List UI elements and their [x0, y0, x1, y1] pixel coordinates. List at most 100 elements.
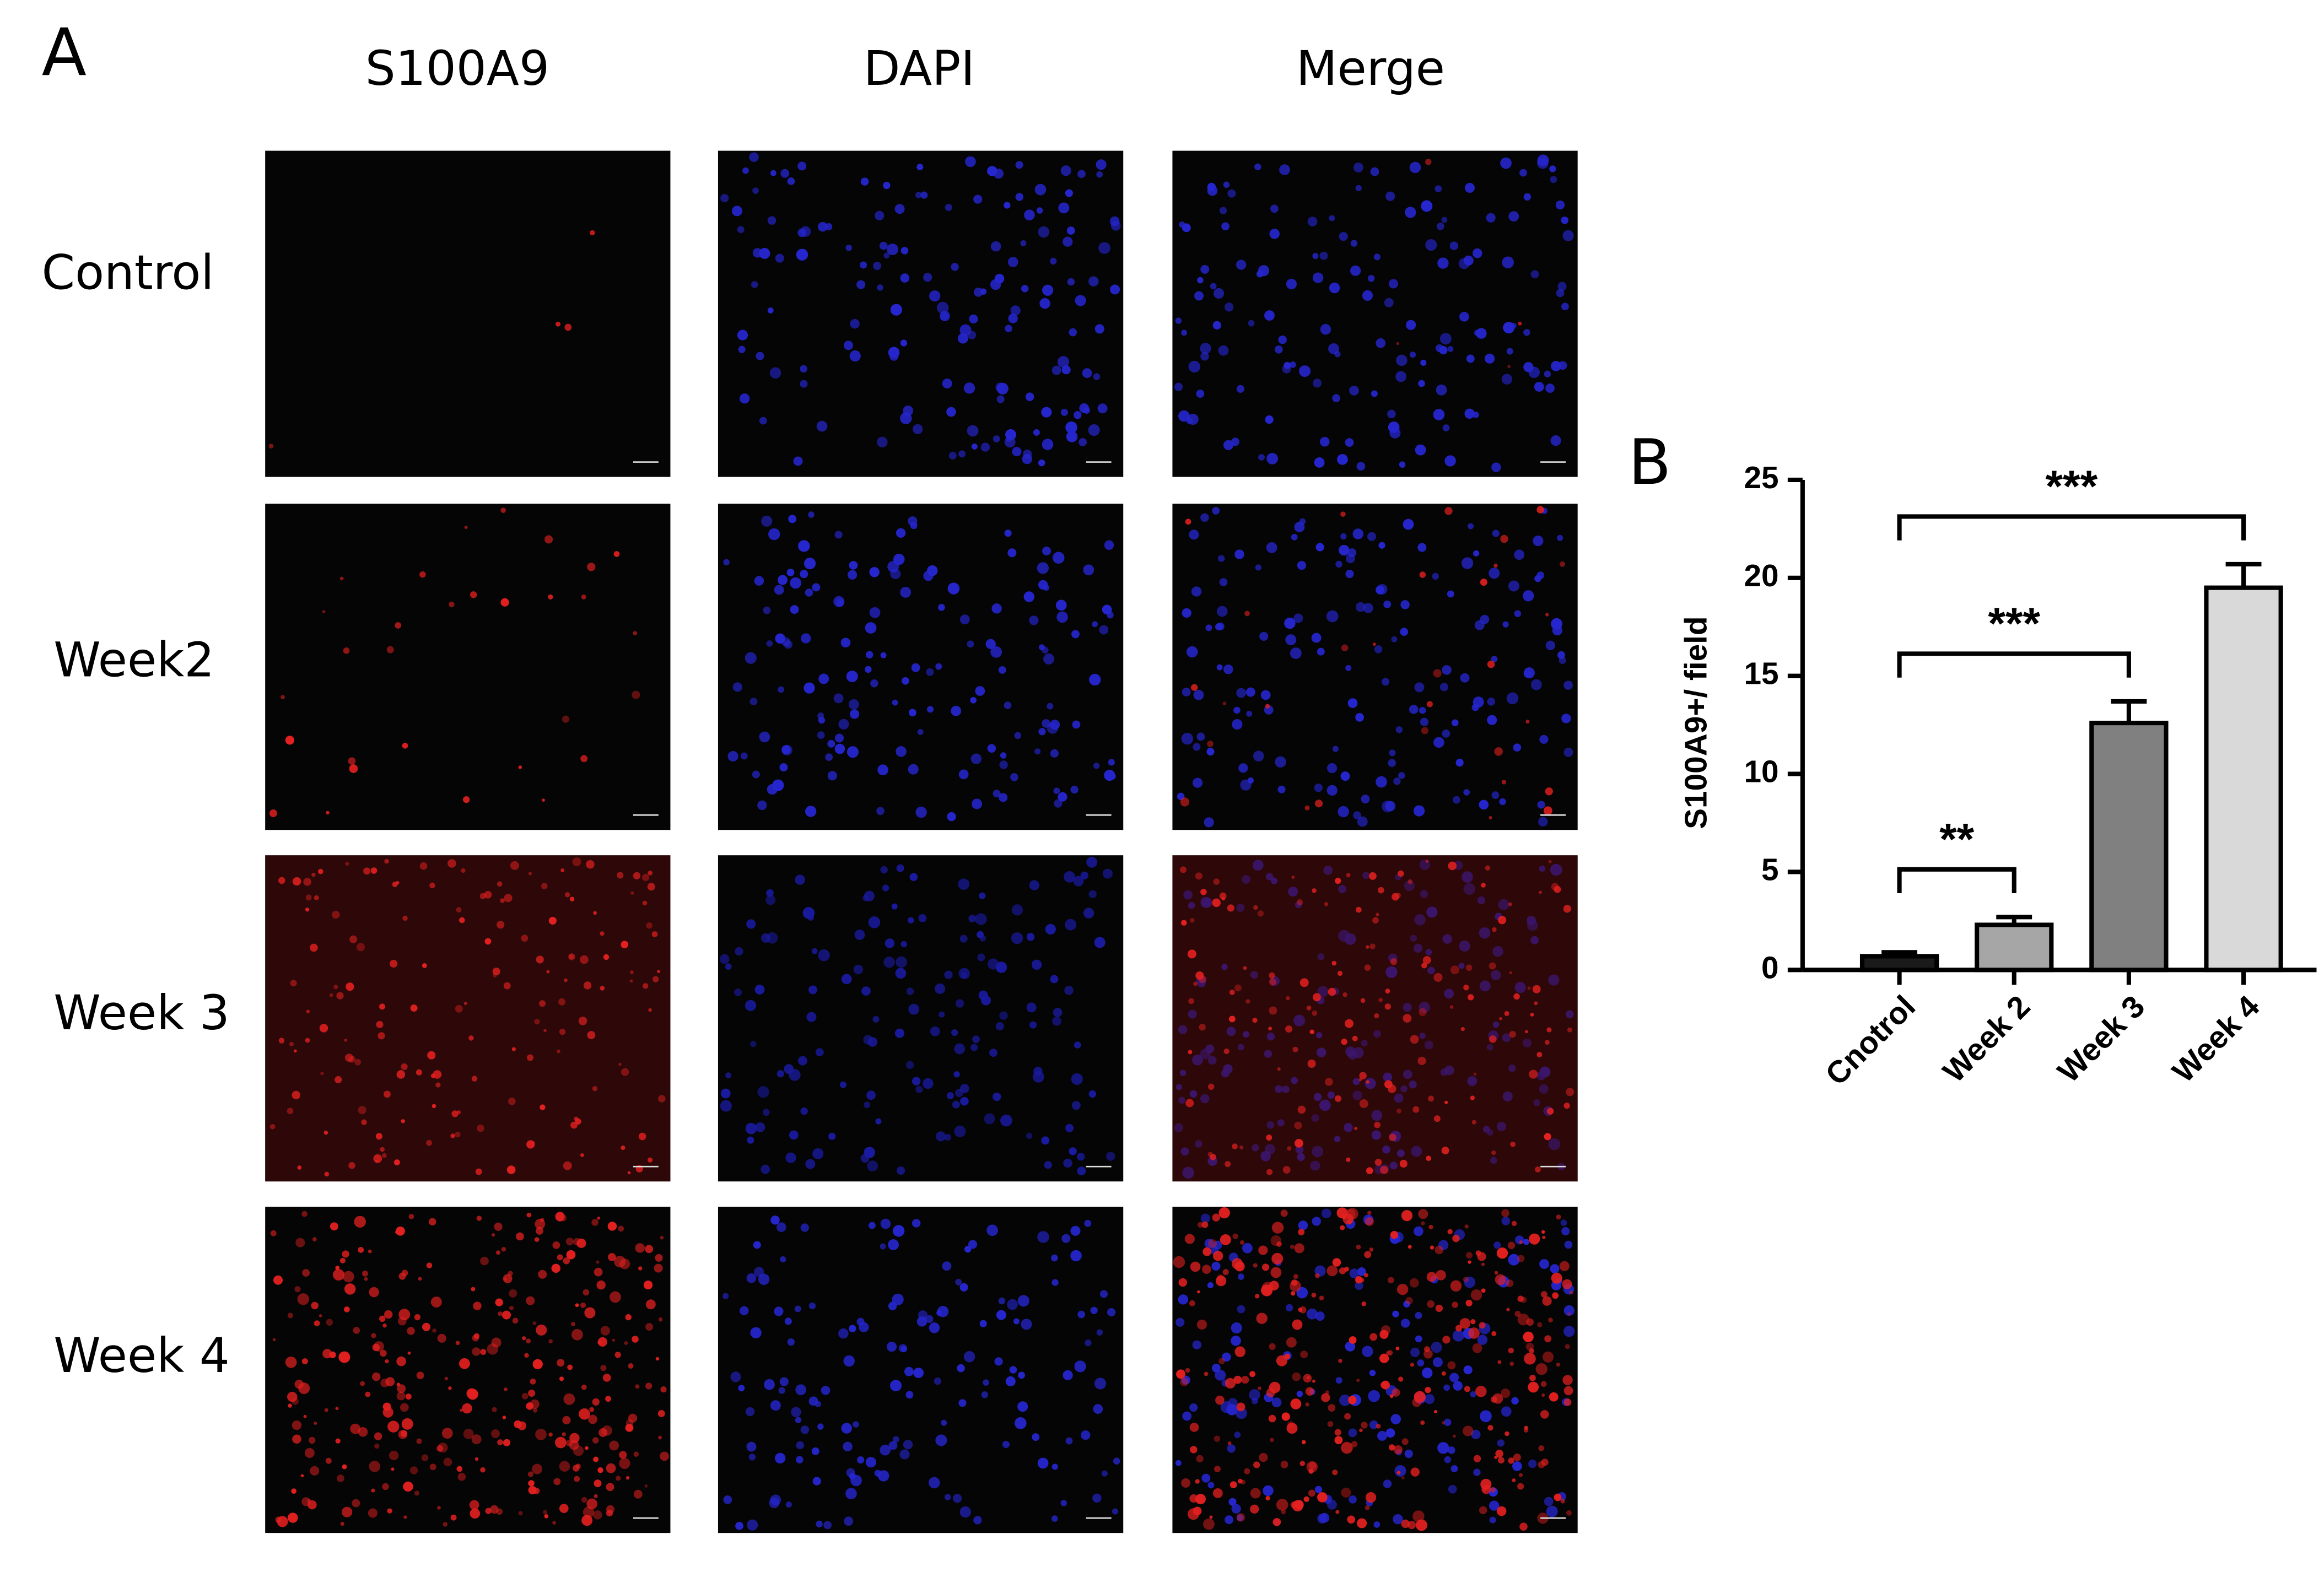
- nucleus: [1528, 366, 1540, 378]
- nucleus: [1321, 1208, 1331, 1219]
- signal: [1479, 1506, 1487, 1515]
- nucleus: [1026, 1132, 1033, 1139]
- nucleus: [1319, 436, 1330, 447]
- nucleus: [846, 671, 858, 683]
- nucleus: [1221, 222, 1230, 231]
- signal: [459, 917, 465, 923]
- nucleus: [1060, 165, 1071, 176]
- nucleus: [1008, 314, 1018, 323]
- signal: [1459, 1318, 1471, 1329]
- signal: [1292, 1046, 1298, 1052]
- nucleus: [725, 1072, 732, 1079]
- signal: [1372, 917, 1379, 924]
- signal: [638, 1132, 646, 1141]
- nucleus: [1009, 1366, 1017, 1374]
- nucleus: [1557, 651, 1565, 659]
- nucleus: [1012, 447, 1022, 457]
- row-label: Week 4: [53, 1328, 230, 1384]
- signal: [1265, 1495, 1270, 1501]
- nucleus: [998, 1297, 1006, 1305]
- nucleus: [738, 345, 746, 353]
- signal: [344, 1054, 354, 1062]
- nucleus: [1514, 610, 1522, 617]
- nucleus: [1549, 165, 1556, 172]
- nucleus: [1470, 1391, 1476, 1398]
- signal: [502, 1416, 506, 1419]
- nucleus: [968, 1240, 978, 1249]
- nucleus: [1425, 949, 1432, 955]
- nucleus: [1066, 226, 1075, 235]
- nucleus: [983, 1379, 989, 1386]
- signal: [1269, 1006, 1277, 1015]
- signal: [606, 1505, 614, 1514]
- signal: [653, 976, 659, 982]
- nucleus: [1414, 682, 1425, 693]
- signal: [1537, 1322, 1543, 1327]
- signal: [462, 1403, 472, 1414]
- nucleus: [1563, 1305, 1575, 1316]
- signal: [1191, 684, 1198, 691]
- nucleus: [987, 958, 999, 970]
- signal: [535, 1429, 547, 1440]
- nucleus: [1474, 620, 1485, 630]
- signal: [1428, 1095, 1434, 1102]
- signal: [1507, 365, 1511, 368]
- signal: [1412, 1510, 1425, 1522]
- signal: [432, 1328, 436, 1333]
- signal: [658, 1317, 663, 1322]
- signal: [1185, 1368, 1190, 1373]
- nucleus: [1029, 615, 1039, 625]
- nucleus: [1466, 354, 1475, 363]
- nucleus: [1073, 876, 1084, 887]
- nucleus: [1420, 890, 1428, 898]
- nucleus: [987, 744, 996, 753]
- signal: [1232, 1233, 1238, 1240]
- signal: [1481, 1262, 1485, 1266]
- signal: [390, 959, 398, 968]
- significance-bracket: [1897, 867, 2016, 894]
- signal: [358, 1427, 368, 1437]
- signal: [503, 1274, 513, 1284]
- nucleus: [1444, 1456, 1452, 1463]
- nucleus: [1441, 217, 1448, 223]
- nucleus: [796, 1456, 804, 1463]
- nucleus: [1463, 883, 1476, 895]
- nucleus: [1513, 743, 1522, 752]
- signal: [1387, 1350, 1393, 1356]
- signal: [1261, 1263, 1270, 1271]
- nucleus: [1204, 1239, 1214, 1249]
- nucleus: [1497, 1439, 1505, 1447]
- signal: [441, 1428, 453, 1439]
- signal: [1312, 1011, 1318, 1016]
- nucleus: [1211, 1261, 1221, 1271]
- nucleus: [770, 1216, 780, 1225]
- nucleus: [811, 1447, 819, 1455]
- nucleus: [1395, 726, 1403, 733]
- nucleus: [915, 806, 927, 818]
- nucleus: [1011, 932, 1023, 944]
- signal: [485, 1508, 492, 1514]
- signal: [581, 1515, 593, 1526]
- nucleus: [1409, 705, 1419, 714]
- nucleus: [1004, 436, 1016, 448]
- nucleus: [896, 746, 907, 757]
- signal: [1423, 1349, 1433, 1359]
- signal: [546, 970, 550, 974]
- signal: [1300, 978, 1309, 987]
- nucleus: [891, 903, 898, 910]
- signal: [1199, 1024, 1206, 1031]
- signal: [1243, 966, 1247, 970]
- nucleus: [788, 515, 797, 523]
- signal: [1520, 1297, 1527, 1303]
- nucleus: [1345, 1341, 1356, 1352]
- signal: [1514, 1310, 1521, 1317]
- nucleus: [929, 1322, 940, 1333]
- signal: [1513, 1454, 1521, 1461]
- nucleus: [808, 985, 817, 995]
- nucleus: [984, 1113, 995, 1125]
- nucleus: [1544, 1497, 1554, 1506]
- signal: [379, 1003, 385, 1010]
- nucleus: [1492, 946, 1503, 957]
- signal: [586, 1498, 597, 1510]
- signal: [479, 893, 486, 899]
